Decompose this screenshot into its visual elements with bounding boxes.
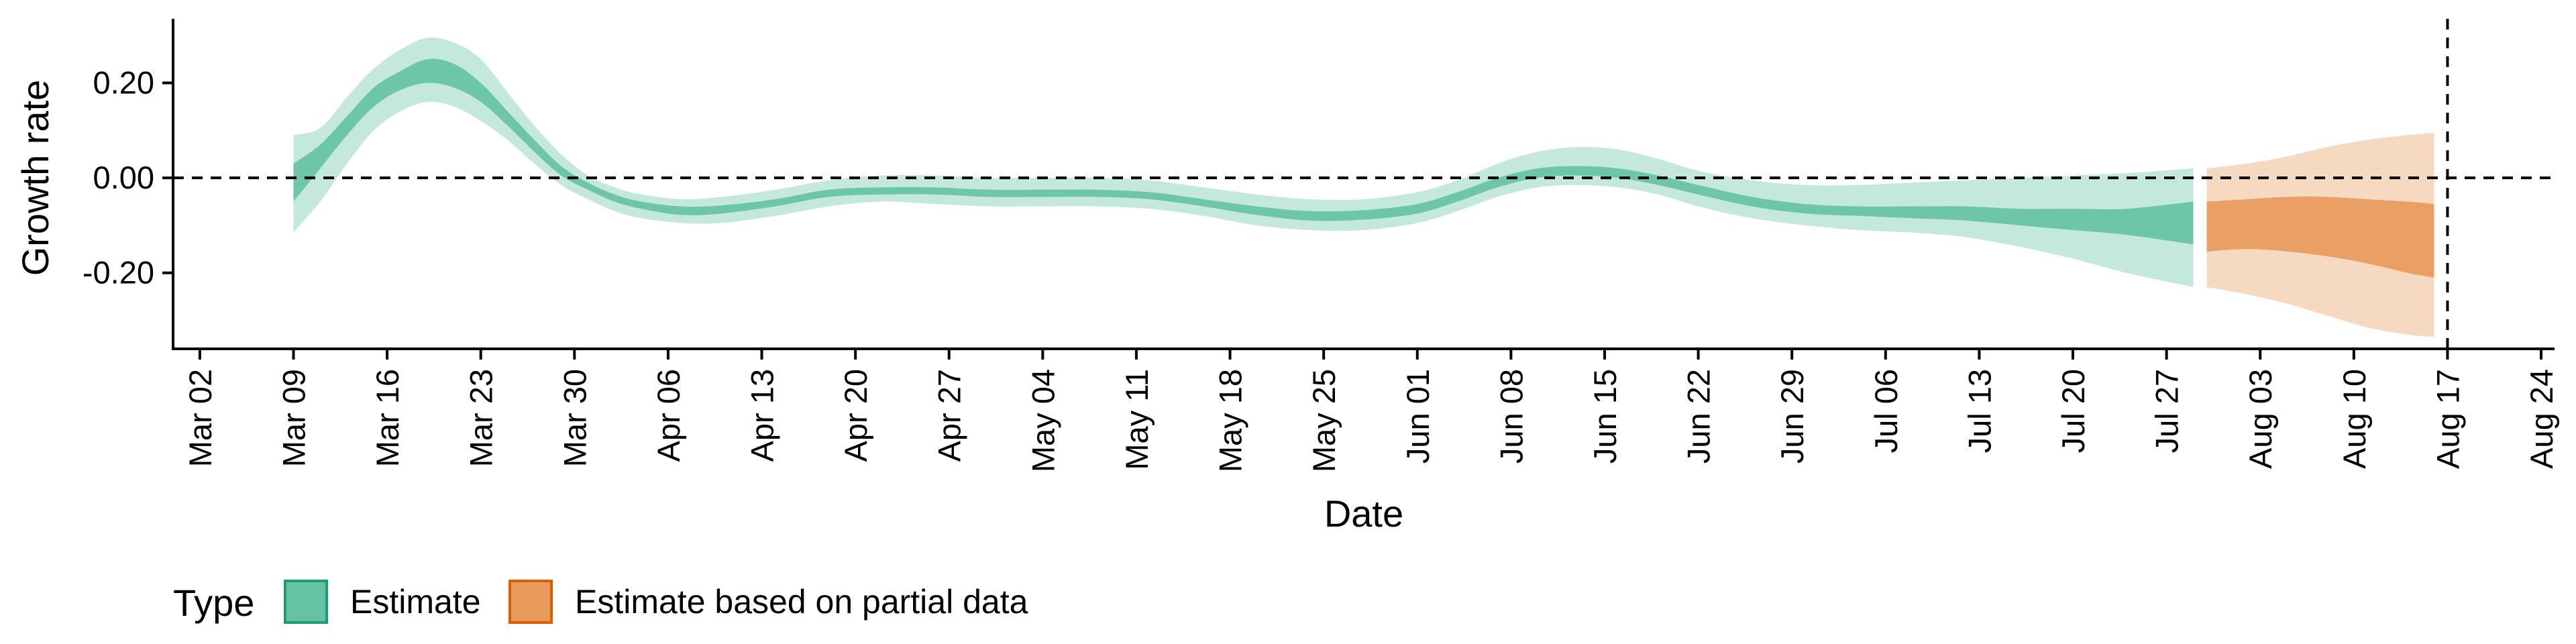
- legend-title: Type: [173, 582, 254, 624]
- x-tick-label: Jul 27: [2149, 369, 2185, 453]
- x-tick-label: Mar 30: [557, 369, 592, 467]
- x-tick-label: Mar 02: [182, 369, 218, 467]
- x-tick-label: Aug 10: [2337, 369, 2372, 469]
- x-tick-label: Apr 20: [838, 369, 873, 462]
- x-tick-label: Apr 27: [932, 369, 967, 462]
- y-tick-label: 0.00: [93, 160, 154, 195]
- axes: [172, 19, 2555, 350]
- legend-label-estimate: Estimate: [350, 583, 481, 621]
- x-tick-label: Apr 06: [651, 369, 686, 462]
- x-axis-ticks: Mar 02 Mar 09 Mar 16 Mar 23 Mar 30 Apr 06 Apr …: [182, 349, 2559, 472]
- x-tick-label: Apr 13: [745, 369, 780, 462]
- x-tick-label: Aug 17: [2430, 369, 2465, 469]
- x-axis-title: Date: [1324, 492, 1403, 535]
- x-tick-label: Jun 29: [1774, 369, 1810, 464]
- x-tick-label: Mar 23: [464, 369, 499, 467]
- x-tick-label: May 11: [1119, 369, 1155, 470]
- x-tick-label: May 25: [1306, 369, 1342, 472]
- x-tick-label: Jul 20: [2055, 369, 2091, 453]
- y-axis-title: Growth rate: [14, 80, 56, 276]
- y-tick-label: -0.20: [83, 255, 154, 290]
- estimate-outer-band: [293, 37, 2194, 287]
- x-tick-label: Jun 08: [1493, 369, 1529, 464]
- legend-key-partial-data: [508, 580, 553, 624]
- legend: Type Estimate Estimate based on partial d…: [173, 580, 1028, 624]
- x-tick-label: May 04: [1025, 369, 1061, 472]
- legend-label-partial-data: Estimate based on partial data: [575, 583, 1028, 621]
- x-tick-label: Jun 22: [1681, 369, 1717, 464]
- reference-lines: [173, 19, 2555, 349]
- x-tick-label: Aug 03: [2243, 369, 2278, 469]
- x-tick-label: Jul 13: [1962, 369, 1997, 453]
- estimate-inner-band: [293, 58, 2194, 245]
- partial-estimate-inner-band: [2206, 197, 2434, 278]
- x-tick-label: Mar 16: [370, 369, 405, 467]
- x-tick-label: Jul 06: [1868, 369, 1904, 453]
- estimate-bands: [293, 37, 2434, 337]
- x-tick-label: Jun 01: [1400, 369, 1436, 464]
- x-tick-label: May 18: [1213, 369, 1248, 472]
- y-axis-ticks: 0.20 0.00 -0.20: [83, 65, 173, 290]
- legend-key-estimate: [284, 580, 328, 624]
- x-tick-label: Mar 09: [276, 369, 312, 467]
- x-tick-label: Jun 15: [1587, 369, 1623, 464]
- x-tick-label: Aug 24: [2524, 369, 2559, 469]
- y-tick-label: 0.20: [93, 65, 154, 101]
